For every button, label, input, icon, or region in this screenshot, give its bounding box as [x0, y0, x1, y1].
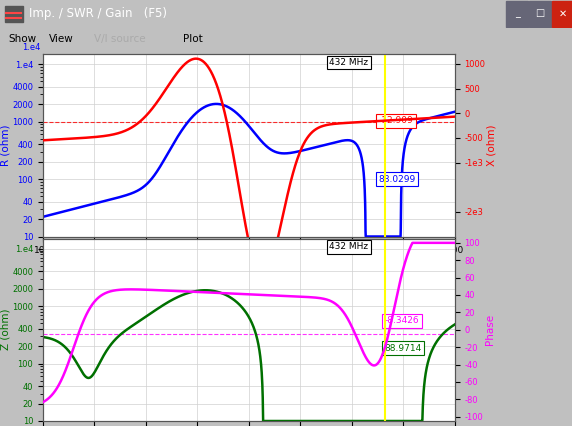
Text: Plot: Plot: [183, 34, 203, 44]
Text: ✕: ✕: [559, 9, 567, 18]
Text: 432 MHz: 432 MHz: [329, 58, 368, 67]
Bar: [552, 1, 572, 26]
Text: 432 MHz: 432 MHz: [329, 242, 368, 251]
Bar: [506, 1, 528, 26]
Y-axis label: Phase: Phase: [484, 314, 495, 345]
Bar: [529, 1, 551, 26]
Text: Imp. / SWR / Gain   (F5): Imp. / SWR / Gain (F5): [29, 8, 166, 20]
Text: 88.9714: 88.9714: [385, 344, 422, 353]
Text: -8.3426: -8.3426: [385, 317, 419, 325]
Bar: [5, 6, 23, 23]
Text: Show: Show: [9, 34, 37, 44]
Text: -12.909: -12.909: [379, 116, 414, 125]
Text: 1.e4: 1.e4: [22, 43, 40, 52]
Text: V/I source: V/I source: [94, 34, 146, 44]
Text: View: View: [49, 34, 73, 44]
Y-axis label: R (ohm): R (ohm): [1, 124, 11, 166]
Y-axis label: Z (ohm): Z (ohm): [1, 309, 11, 351]
Text: _: _: [515, 9, 519, 18]
Text: 88.0299: 88.0299: [379, 175, 416, 184]
Text: □: □: [535, 9, 545, 18]
Y-axis label: X (ohm): X (ohm): [487, 124, 497, 166]
